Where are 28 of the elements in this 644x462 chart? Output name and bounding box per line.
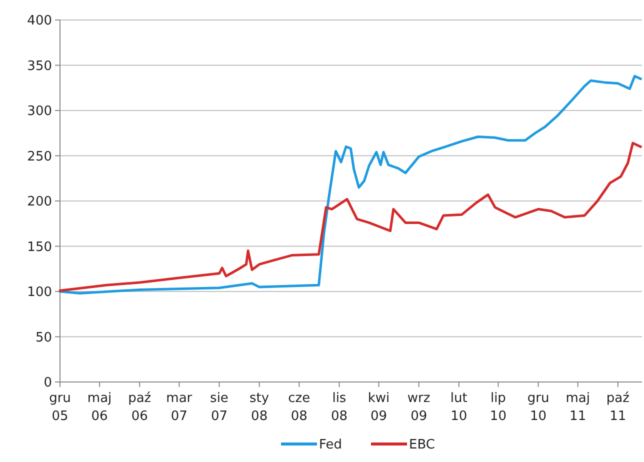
y-tick-label: 250 xyxy=(27,149,52,164)
x-tick-label: paź 06 xyxy=(128,391,152,424)
x-tick-label: sie 07 xyxy=(210,391,228,424)
y-tick-label: 100 xyxy=(27,285,52,300)
y-tick-label: 50 xyxy=(35,330,52,346)
x-tick-label: wrz 09 xyxy=(407,391,430,424)
y-tick-label: 400 xyxy=(27,14,52,29)
x-tick-label: lut 10 xyxy=(450,391,468,424)
x-tick-label: mar 07 xyxy=(166,391,193,424)
x-tick-label: lip 10 xyxy=(490,391,506,424)
y-tick-label: 150 xyxy=(27,240,52,255)
x-tick-label: sty 08 xyxy=(250,391,270,424)
x-tick-label: maj 11 xyxy=(566,391,590,424)
x-tick-label: gru 05 xyxy=(49,391,71,424)
x-tick-label: maj 06 xyxy=(87,391,112,424)
legend-label: EBC xyxy=(409,438,435,453)
line-series xyxy=(58,142,642,292)
x-tick-label: lis 08 xyxy=(330,391,348,424)
x-tick-label: gru 10 xyxy=(527,391,550,424)
y-tick-label: 300 xyxy=(27,104,52,120)
x-tick-label: kwi 09 xyxy=(368,391,390,424)
y-tick-label: 350 xyxy=(27,58,52,74)
y-tick-label: 0 xyxy=(44,376,52,391)
x-tick-label: paź 11 xyxy=(606,391,630,424)
line-series xyxy=(58,74,642,295)
x-tick-label: cze 08 xyxy=(288,391,310,424)
legend-label: Fed xyxy=(319,438,342,453)
y-tick-label: 200 xyxy=(27,194,52,210)
